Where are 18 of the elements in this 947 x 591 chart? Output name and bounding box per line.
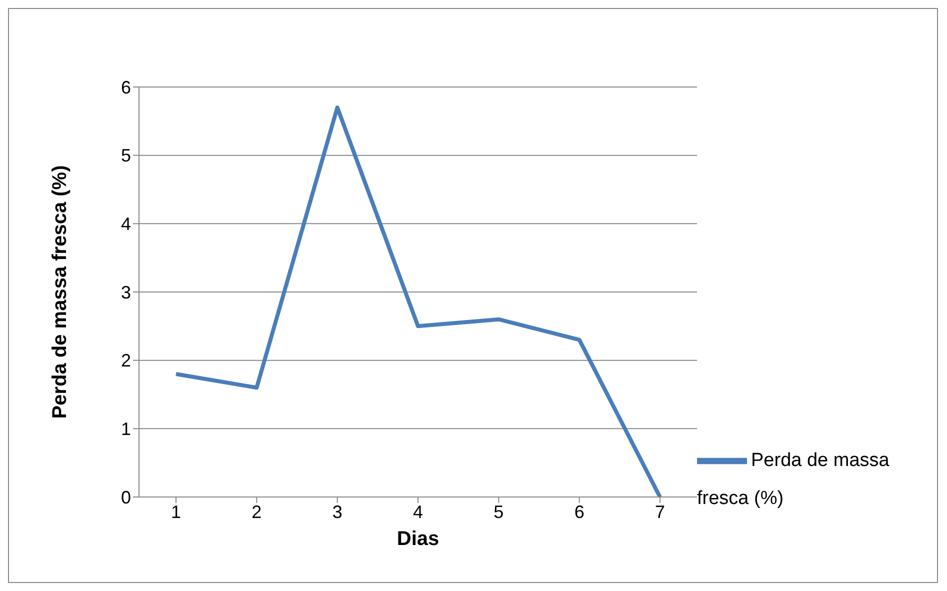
y-tick-label: 2 — [120, 350, 131, 371]
legend-label: Perda de massa fresca (%) — [697, 450, 890, 509]
x-tick-label: 4 — [412, 502, 424, 522]
x-tick-label: 2 — [252, 502, 262, 522]
x-tick-label: 1 — [170, 502, 182, 522]
y-tick-label: 3 — [120, 282, 131, 302]
y-tick-label: 6 — [120, 77, 131, 98]
y-tick-label: 5 — [120, 146, 131, 166]
line-series — [174, 106, 662, 497]
x-axis-title: Dias — [396, 528, 440, 550]
x-tick-label: 3 — [332, 502, 342, 522]
x-tick-label: 7 — [654, 502, 666, 522]
y-tick-label: 4 — [120, 214, 131, 234]
y-tick-label: 0 — [120, 487, 131, 508]
y-tick-label: 1 — [120, 419, 131, 440]
x-tick-label: 6 — [574, 502, 584, 522]
x-tick-label: 5 — [494, 502, 504, 522]
y-axis-title: Perda de massa fresca (%) — [49, 165, 72, 419]
